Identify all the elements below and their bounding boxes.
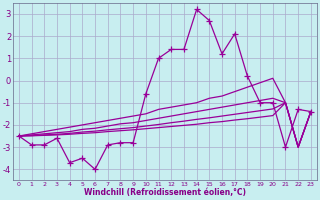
- X-axis label: Windchill (Refroidissement éolien,°C): Windchill (Refroidissement éolien,°C): [84, 188, 246, 197]
